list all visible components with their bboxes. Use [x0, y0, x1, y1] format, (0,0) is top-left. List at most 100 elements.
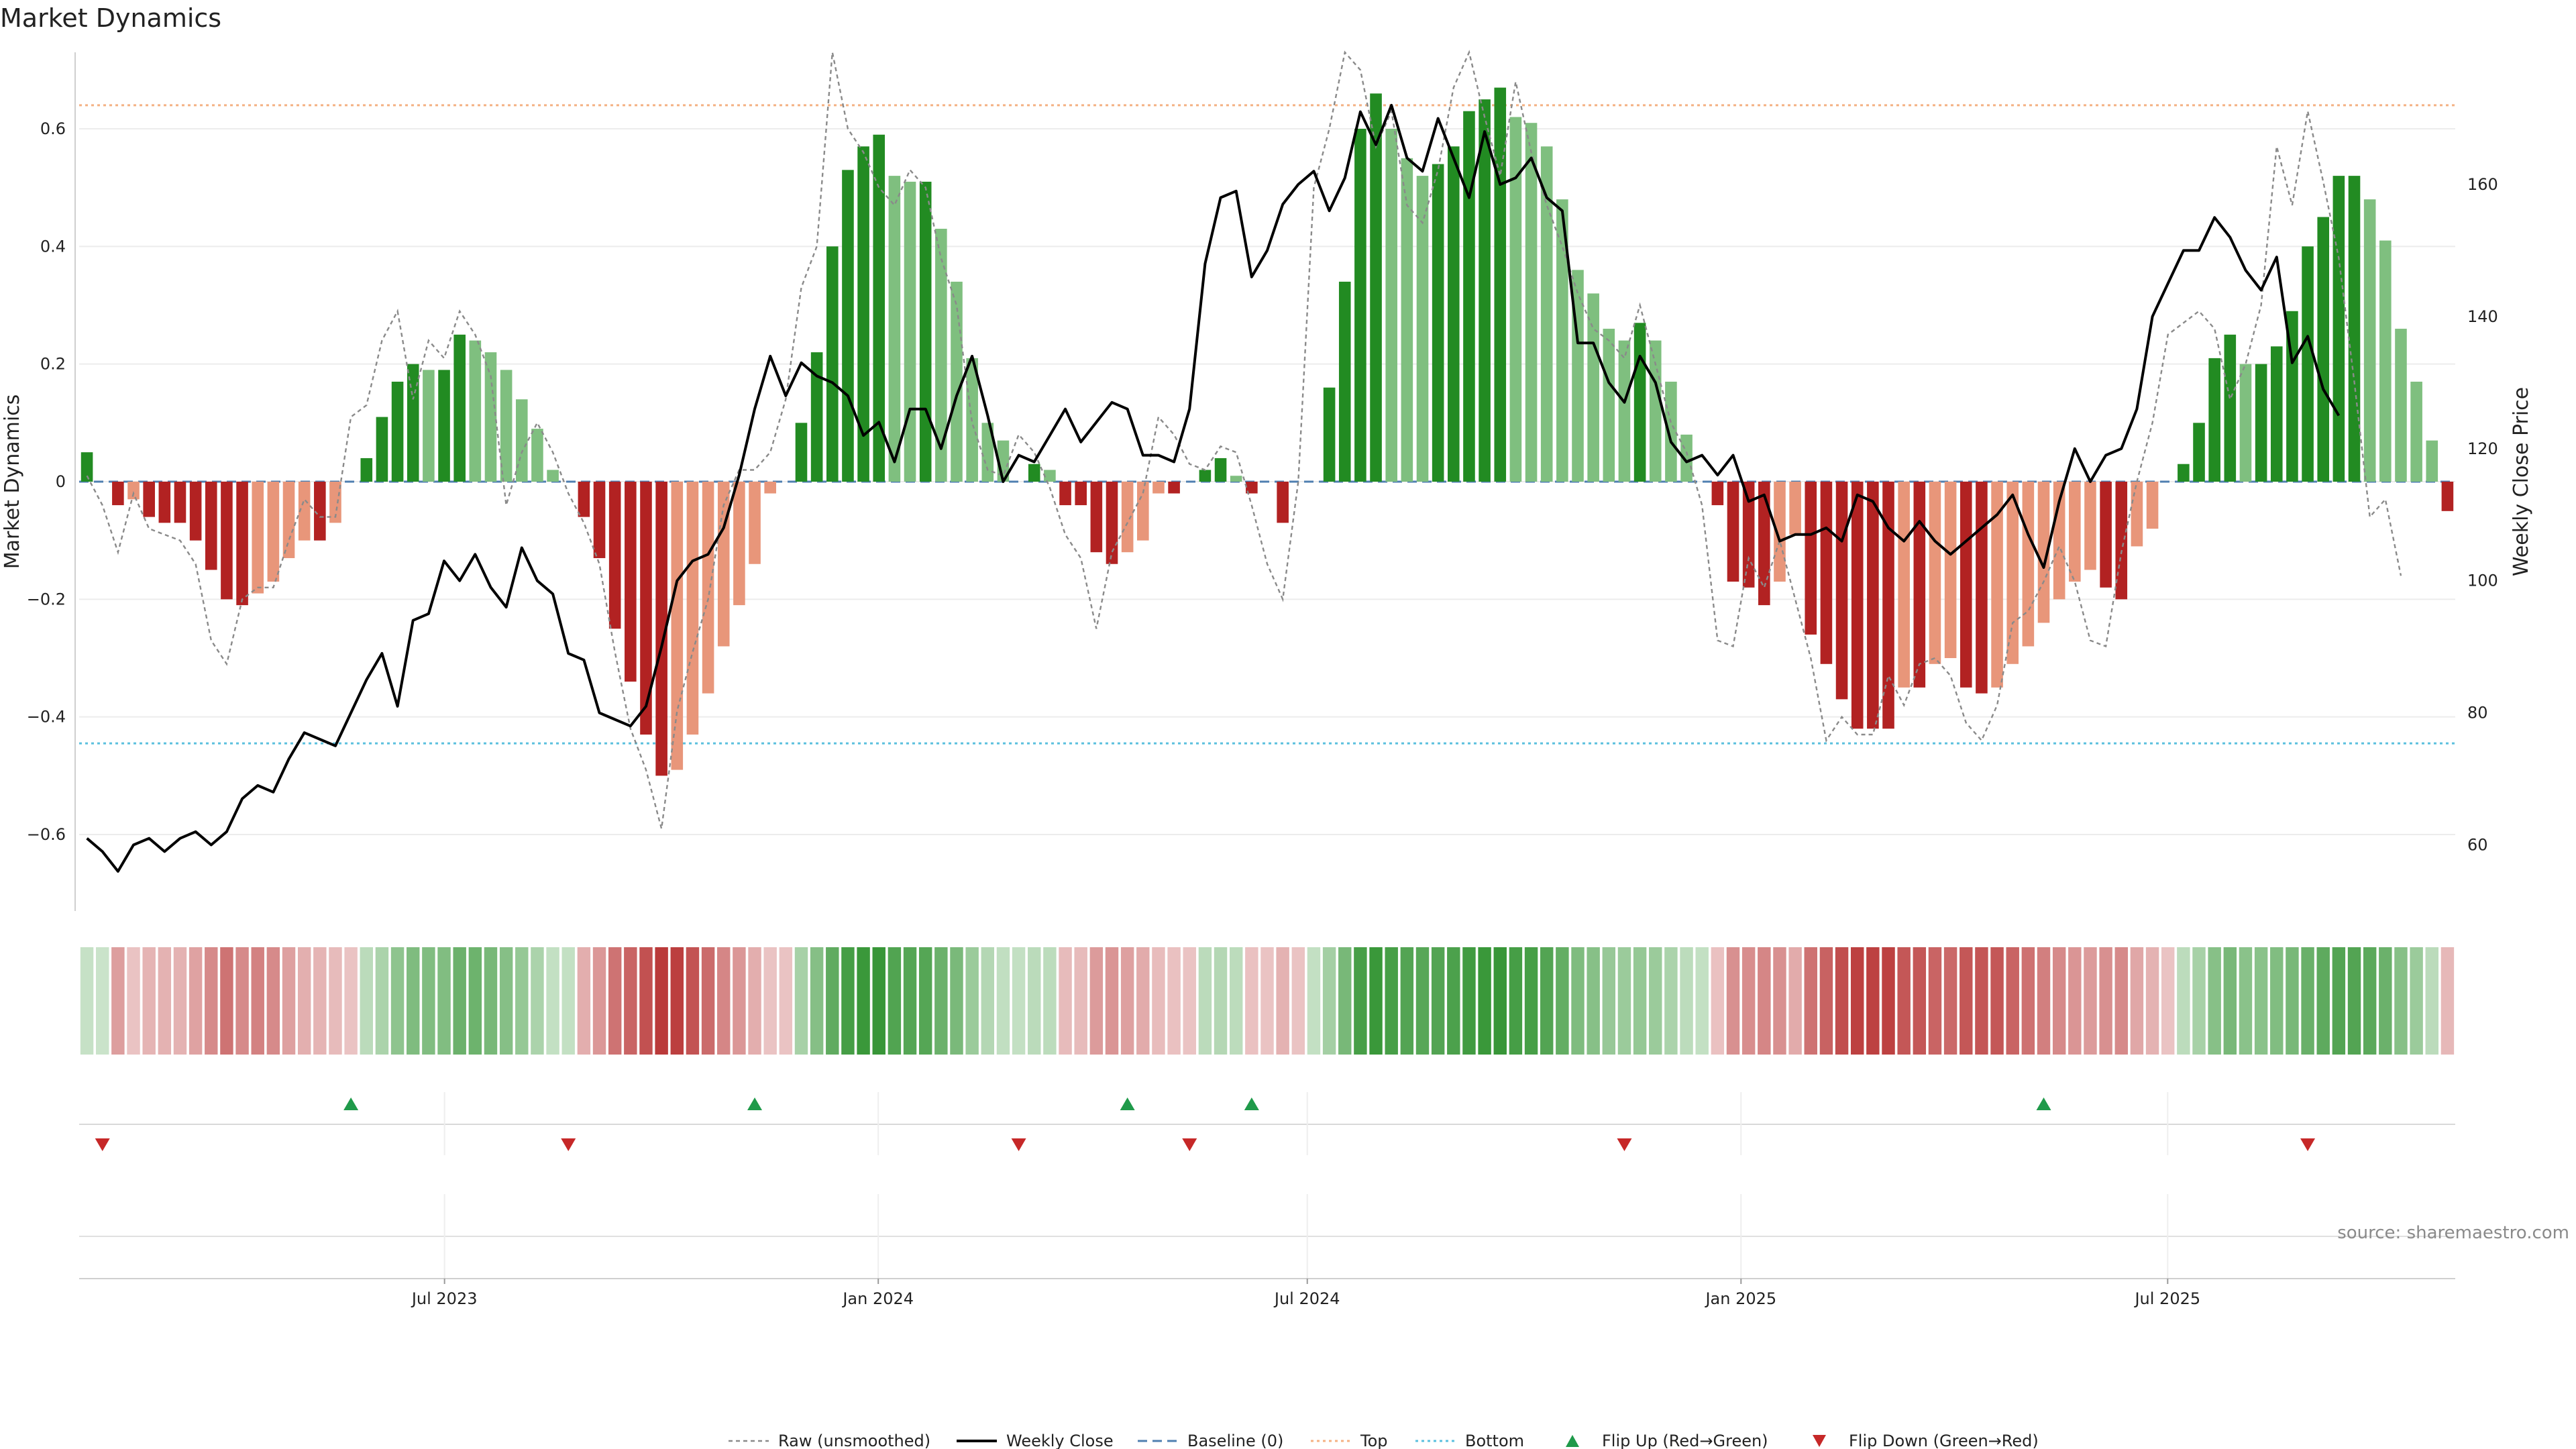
momentum-bar: [981, 423, 994, 482]
flip-down-marker: [561, 1138, 576, 1151]
momentum-bar: [267, 482, 280, 582]
heat-cell: [1447, 947, 1460, 1055]
heat-cell: [96, 947, 109, 1055]
heat-cell: [1758, 947, 1771, 1055]
momentum-bar: [547, 470, 559, 482]
momentum-bar: [1540, 146, 1553, 482]
legend: Raw (unsmoothed) Weekly Close Baseline (0)…: [729, 1432, 2039, 1449]
momentum-bar: [1448, 146, 1460, 482]
momentum-bar: [2006, 482, 2019, 664]
heat-cell: [1400, 947, 1414, 1055]
heat-cell: [1928, 947, 1942, 1055]
heat-cell: [1882, 947, 1895, 1055]
close-line: [86, 103, 2341, 873]
flip-down-marker: [2300, 1138, 2316, 1151]
momentum-bar: [391, 381, 404, 482]
heat-cell: [2223, 947, 2237, 1055]
heat-cell: [1291, 947, 1305, 1055]
heat-cell: [282, 947, 296, 1055]
heat-cell: [80, 947, 94, 1055]
momentum-bar: [407, 364, 419, 482]
momentum-bar: [2146, 482, 2159, 529]
heat-cell: [1260, 947, 1274, 1055]
momentum-bar: [888, 176, 901, 482]
heat-cell: [531, 947, 544, 1055]
heat-cell: [592, 947, 606, 1055]
heat-cell: [1695, 947, 1709, 1055]
y-tick-label: 0.6: [40, 119, 66, 138]
heat-cell: [2068, 947, 2082, 1055]
heat-cell: [1074, 947, 1087, 1055]
heat-cell: [1322, 947, 1336, 1055]
heat-cell: [1866, 947, 1880, 1055]
momentum-bar: [2302, 246, 2314, 482]
heat-cell: [515, 947, 529, 1055]
momentum-bar: [1960, 482, 1972, 688]
momentum-bar: [2115, 482, 2128, 600]
momentum-bar: [1758, 482, 1770, 606]
heat-cell: [903, 947, 917, 1055]
heat-cell: [127, 947, 140, 1055]
heat-cell: [1741, 947, 1756, 1055]
heat-cell: [624, 947, 637, 1055]
momentum-bar: [842, 170, 854, 482]
heat-cell: [1835, 947, 1849, 1055]
heat-cell: [561, 947, 575, 1055]
momentum-bar: [717, 482, 730, 647]
heat-cell: [158, 947, 172, 1055]
momentum-bar: [1727, 482, 1739, 582]
momentum-bar: [531, 429, 543, 482]
momentum-bar: [1976, 482, 1988, 694]
momentum-bar: [2395, 329, 2407, 482]
momentum-bar: [1168, 482, 1180, 494]
momentum-bar: [438, 370, 450, 482]
heat-cell: [2410, 947, 2423, 1055]
momentum-bar: [1774, 482, 1786, 582]
momentum-bar: [2224, 334, 2237, 482]
momentum-bar: [329, 482, 341, 523]
heat-cell: [251, 947, 264, 1055]
heat-cell: [794, 947, 808, 1055]
heat-cell: [1617, 947, 1631, 1055]
momentum-bar: [1944, 482, 1957, 659]
x-tick-label: Jan 2025: [1704, 1289, 1776, 1308]
momentum-bar: [608, 482, 621, 629]
y2-tick-label: 60: [2467, 836, 2488, 855]
momentum-bar: [469, 340, 482, 482]
heat-cell: [1602, 947, 1616, 1055]
heat-cell: [733, 947, 746, 1055]
momentum-bar: [221, 482, 233, 600]
momentum-bar: [810, 352, 823, 482]
momentum-bar: [749, 482, 761, 564]
momentum-bar: [1059, 482, 1071, 506]
momentum-bar: [935, 229, 947, 482]
momentum-bars: [80, 87, 2454, 776]
momentum-bar: [1106, 482, 1118, 564]
momentum-bar: [640, 482, 652, 735]
heat-cell: [1028, 947, 1041, 1055]
x-tick-label: Jul 2025: [2133, 1289, 2200, 1308]
heat-cell: [950, 947, 963, 1055]
heat-cell: [2270, 947, 2284, 1055]
heat-cell: [2286, 947, 2299, 1055]
momentum-bar: [1354, 128, 1366, 482]
y-tick-label: 0: [56, 472, 66, 491]
momentum-bar: [174, 482, 186, 523]
heat-cell: [2208, 947, 2221, 1055]
heat-cell: [2347, 947, 2361, 1055]
heat-cell: [468, 947, 482, 1055]
heat-cell: [2177, 947, 2190, 1055]
momentum-bar: [593, 482, 606, 558]
momentum-bar: [2208, 358, 2220, 482]
momentum-bar: [2100, 482, 2112, 588]
flip-up-marker: [1120, 1097, 1135, 1110]
momentum-bar: [2286, 311, 2298, 482]
heat-cell: [2254, 947, 2268, 1055]
heat-cell: [2332, 947, 2346, 1055]
heat-cell: [1524, 947, 1538, 1055]
heat-cell: [437, 947, 451, 1055]
momentum-bar: [1587, 293, 1599, 482]
momentum-bar: [671, 482, 684, 770]
heat-cell: [297, 947, 311, 1055]
momentum-bar: [826, 246, 839, 482]
